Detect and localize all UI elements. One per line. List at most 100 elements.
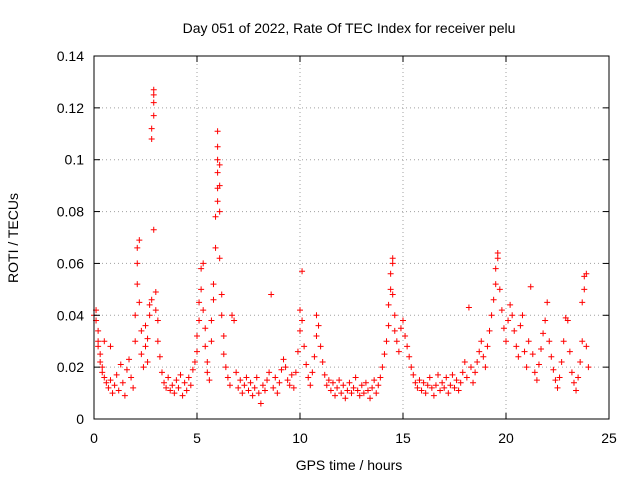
data-point [208, 317, 215, 324]
data-point [570, 379, 577, 386]
data-point [146, 301, 153, 308]
data-point [389, 291, 396, 298]
data-point [362, 379, 369, 386]
data-point [144, 358, 151, 365]
data-point [494, 255, 501, 262]
data-point [150, 112, 157, 119]
data-point [583, 270, 590, 277]
y-axis-label: ROTI / TECUs [5, 193, 21, 283]
data-point [420, 379, 427, 386]
data-point [410, 371, 417, 378]
data-point [439, 379, 446, 386]
data-point [321, 371, 328, 378]
data-point [109, 390, 116, 397]
data-point [387, 270, 394, 277]
data-point [315, 322, 322, 329]
data-point [204, 369, 211, 376]
data-point [191, 358, 198, 365]
data-point [535, 361, 542, 368]
data-point [457, 379, 464, 386]
data-point [484, 343, 491, 350]
data-point [437, 387, 444, 394]
data-point [126, 356, 133, 363]
data-point [154, 317, 161, 324]
data-point [498, 307, 505, 314]
data-point [519, 312, 526, 319]
data-point [428, 384, 435, 391]
data-point [266, 369, 273, 376]
data-point [212, 213, 219, 220]
data-point [552, 377, 559, 384]
data-point [482, 364, 489, 371]
data-point [323, 382, 330, 389]
y-tick-label: 0 [76, 411, 84, 427]
x-tick-label: 10 [292, 430, 308, 446]
data-point [107, 377, 114, 384]
data-point [214, 169, 221, 176]
data-point [566, 348, 573, 355]
data-point [233, 369, 240, 376]
data-point [393, 338, 400, 345]
data-point [99, 369, 106, 376]
y-tick-label: 0.14 [57, 48, 84, 64]
data-point [282, 364, 289, 371]
data-point [261, 387, 268, 394]
data-point [556, 374, 563, 381]
data-point [523, 364, 530, 371]
data-point [511, 327, 518, 334]
data-point [294, 348, 301, 355]
data-point [249, 392, 256, 399]
x-tick-label: 25 [601, 430, 617, 446]
data-point [579, 299, 586, 306]
data-point [165, 374, 172, 381]
data-point [538, 345, 545, 352]
x-axis-label: GPS time / hours [296, 457, 403, 473]
y-tick-label: 0.04 [57, 307, 84, 323]
data-point [154, 338, 161, 345]
data-point [408, 364, 415, 371]
data-point [373, 390, 380, 397]
data-point [449, 371, 456, 378]
data-point [583, 343, 590, 350]
data-point [99, 364, 106, 371]
data-point [486, 327, 493, 334]
data-point [97, 358, 104, 365]
data-point [389, 255, 396, 262]
data-point [181, 379, 188, 386]
data-point [202, 343, 209, 350]
data-point [488, 312, 495, 319]
data-point [214, 143, 221, 150]
data-point [564, 317, 571, 324]
data-point [546, 338, 553, 345]
data-point [476, 348, 483, 355]
data-point [95, 343, 102, 350]
data-point [156, 353, 163, 360]
data-point [196, 317, 203, 324]
data-point [216, 255, 223, 262]
data-point [253, 374, 260, 381]
data-point [329, 379, 336, 386]
data-point [364, 387, 371, 394]
data-point [379, 364, 386, 371]
data-point [426, 374, 433, 381]
x-tick-label: 15 [395, 430, 411, 446]
data-point [375, 382, 382, 389]
data-point [169, 382, 176, 389]
y-tick-label: 0.06 [57, 255, 84, 271]
data-point [391, 327, 398, 334]
y-tick-label: 0.02 [57, 359, 84, 375]
data-point [554, 384, 561, 391]
data-point [515, 353, 522, 360]
data-point [97, 351, 104, 358]
data-point [406, 353, 413, 360]
data-point [540, 330, 547, 337]
data-point [505, 317, 512, 324]
data-point [432, 382, 439, 389]
data-point [103, 379, 110, 386]
data-point [311, 353, 318, 360]
data-point [340, 382, 347, 389]
data-point [494, 250, 501, 257]
data-point [148, 125, 155, 132]
data-point [239, 390, 246, 397]
data-point [581, 286, 588, 293]
